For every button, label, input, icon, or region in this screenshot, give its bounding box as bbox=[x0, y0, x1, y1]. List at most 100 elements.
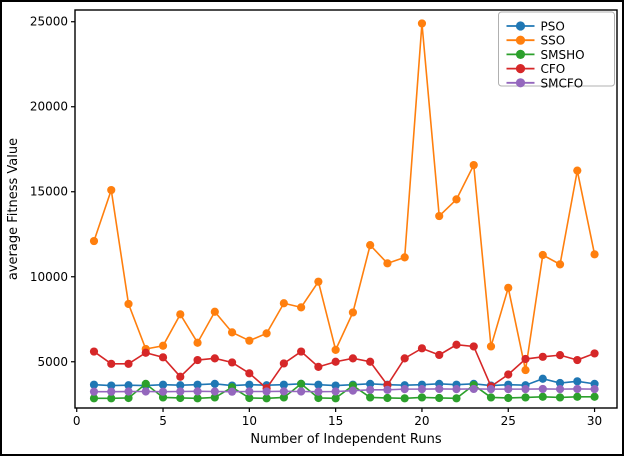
data-point-smcfo-run2 bbox=[107, 387, 116, 396]
data-point-smcfo-run29 bbox=[573, 384, 582, 394]
data-point-sso-run5 bbox=[158, 341, 168, 350]
legend-marker-icon bbox=[515, 35, 526, 45]
data-point-sso-run1 bbox=[89, 236, 99, 246]
y-axis-label: average Fitness Value bbox=[6, 138, 21, 280]
data-point-smsho-run1 bbox=[89, 394, 99, 403]
data-point-pso-run27 bbox=[538, 374, 547, 383]
data-point-sso-run16 bbox=[348, 308, 358, 317]
data-point-smsho-run10 bbox=[245, 393, 254, 403]
data-point-smsho-run14 bbox=[314, 393, 323, 403]
data-point-pso-run6 bbox=[176, 381, 185, 390]
legend-label: PSO bbox=[541, 20, 565, 34]
data-point-smcfo-run25 bbox=[504, 385, 513, 394]
legend-marker-icon bbox=[515, 78, 526, 88]
data-point-smsho-run13 bbox=[297, 379, 306, 388]
data-point-smcfo-run10 bbox=[245, 387, 254, 396]
data-point-sso-run21 bbox=[435, 211, 444, 221]
data-point-sso-run27 bbox=[538, 250, 547, 260]
legend-marker-icon bbox=[515, 64, 526, 74]
data-point-smsho-run7 bbox=[193, 394, 202, 403]
legend-box bbox=[498, 11, 615, 87]
legend-label: CFO bbox=[541, 62, 566, 76]
data-point-sso-run6 bbox=[176, 310, 185, 319]
data-point-smsho-run12 bbox=[279, 393, 288, 402]
data-point-sso-run9 bbox=[227, 328, 237, 337]
data-point-cfo-run21 bbox=[435, 350, 444, 360]
data-point-smcfo-run3 bbox=[124, 387, 133, 396]
data-point-smsho-run11 bbox=[262, 394, 271, 403]
legend-label: SSO bbox=[541, 34, 566, 48]
legend-item-smsho: SMSHO bbox=[506, 48, 585, 62]
data-point-cfo-run20 bbox=[417, 344, 427, 353]
data-point-smcfo-run7 bbox=[193, 387, 202, 396]
data-point-sso-run14 bbox=[314, 277, 323, 286]
data-point-smcfo-run17 bbox=[366, 385, 375, 394]
data-point-smsho-run29 bbox=[573, 392, 582, 401]
x-tick-label: 15 bbox=[328, 414, 343, 428]
data-point-sso-run7 bbox=[193, 338, 202, 347]
data-point-cfo-run9 bbox=[227, 358, 237, 367]
data-point-cfo-run19 bbox=[400, 354, 409, 363]
data-point-smsho-run3 bbox=[124, 393, 133, 403]
data-point-smsho-run5 bbox=[158, 393, 168, 402]
data-point-cfo-run26 bbox=[521, 354, 530, 364]
y-tick-label: 15000 bbox=[30, 185, 68, 199]
data-point-sso-run25 bbox=[504, 283, 513, 292]
data-point-smcfo-run15 bbox=[331, 387, 340, 396]
legend-item-smcfo: SMCFO bbox=[506, 76, 584, 90]
data-point-smcfo-run21 bbox=[435, 384, 444, 394]
data-point-cfo-run22 bbox=[452, 340, 461, 349]
series-line-sso bbox=[93, 23, 596, 371]
data-point-sso-run3 bbox=[124, 299, 133, 309]
legend-marker-icon bbox=[515, 49, 526, 60]
data-point-sso-run30 bbox=[590, 250, 599, 259]
data-point-sso-run28 bbox=[555, 260, 565, 269]
data-point-smcfo-run18 bbox=[383, 385, 392, 394]
data-point-pso-run5 bbox=[158, 380, 168, 389]
data-point-smcfo-run27 bbox=[538, 384, 547, 394]
data-point-smcfo-run6 bbox=[176, 387, 185, 396]
legend-item-sso: SSO bbox=[506, 34, 566, 48]
data-point-smsho-run17 bbox=[366, 393, 375, 402]
data-point-smsho-run27 bbox=[538, 392, 547, 401]
data-point-smcfo-run19 bbox=[400, 385, 409, 394]
legend-item-cfo: CFO bbox=[506, 62, 566, 76]
data-point-smcfo-run20 bbox=[417, 385, 427, 394]
data-point-cfo-run25 bbox=[504, 370, 513, 379]
data-point-smcfo-run14 bbox=[314, 387, 323, 396]
y-tick-label: 25000 bbox=[30, 15, 68, 29]
series-cfo bbox=[89, 340, 599, 393]
legend-marker-icon bbox=[515, 21, 526, 31]
legend-label: SMCFO bbox=[541, 76, 584, 90]
data-point-smsho-run28 bbox=[555, 393, 565, 402]
y-tick-label: 5000 bbox=[37, 355, 68, 369]
series-line-pso bbox=[93, 377, 595, 387]
data-point-smsho-run2 bbox=[107, 394, 116, 403]
data-point-pso-run29 bbox=[573, 377, 582, 386]
data-point-cfo-run30 bbox=[590, 349, 599, 358]
data-point-sso-run26 bbox=[521, 365, 530, 375]
data-point-smsho-run18 bbox=[383, 393, 392, 403]
data-point-sso-run24 bbox=[486, 342, 496, 351]
data-point-cfo-run13 bbox=[297, 347, 306, 356]
data-point-smcfo-run30 bbox=[590, 385, 599, 394]
data-point-sso-run22 bbox=[452, 195, 461, 204]
data-point-cfo-run8 bbox=[210, 354, 219, 363]
y-tick-label: 10000 bbox=[30, 270, 68, 284]
data-point-smsho-run6 bbox=[176, 393, 185, 403]
series-line-cfo bbox=[93, 343, 595, 390]
data-point-sso-run20 bbox=[417, 19, 427, 28]
legend-label: SMSHO bbox=[541, 48, 585, 62]
data-point-cfo-run27 bbox=[538, 352, 547, 361]
series-sso bbox=[89, 19, 599, 375]
data-point-smcfo-run24 bbox=[486, 385, 496, 394]
x-tick-label: 30 bbox=[587, 414, 602, 428]
data-point-smsho-run21 bbox=[435, 393, 444, 403]
data-point-smcfo-run4 bbox=[141, 387, 150, 396]
series-smcfo bbox=[89, 384, 599, 396]
data-point-smsho-run20 bbox=[417, 393, 427, 402]
data-point-pso-run17 bbox=[366, 379, 375, 388]
data-point-sso-run15 bbox=[331, 345, 340, 354]
